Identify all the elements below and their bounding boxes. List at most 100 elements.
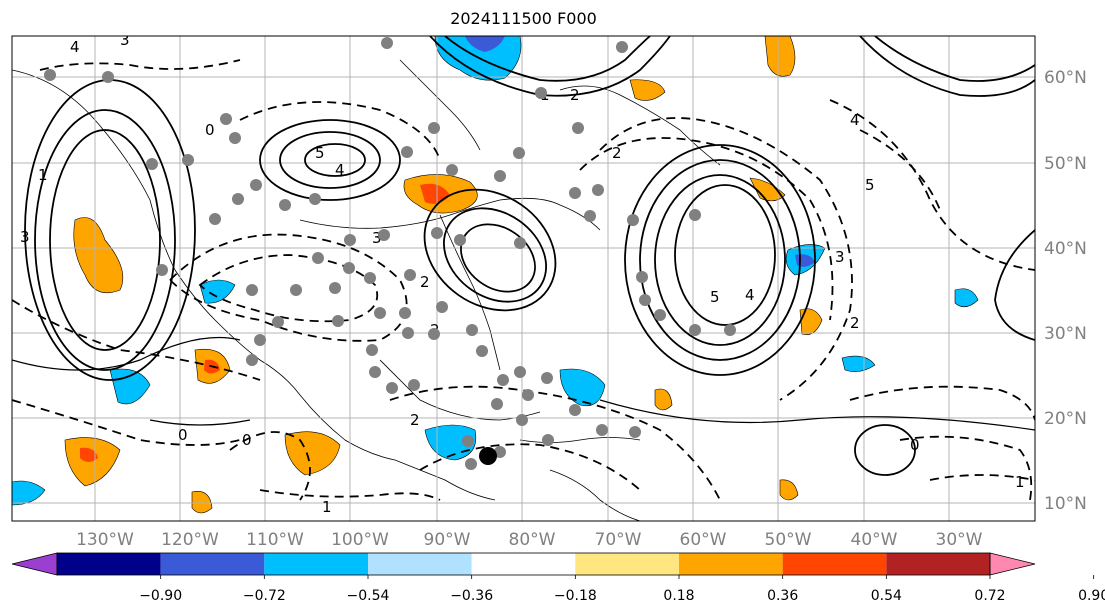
lat-tick-label: 60°N <box>1044 68 1087 88</box>
station-dot <box>522 389 534 401</box>
lon-tick-label: 90°W <box>424 530 471 550</box>
station-dot <box>246 284 258 296</box>
station-dot <box>229 132 241 144</box>
shade-patch-blue <box>12 480 46 506</box>
station-dot <box>584 210 596 222</box>
station-dot <box>454 234 466 246</box>
colorbar-extend-low <box>11 552 58 576</box>
contour-solid <box>429 36 671 97</box>
colorbar-tick-label: 0.90 <box>1078 588 1105 604</box>
shade-patch-orange <box>64 437 121 487</box>
lat-lon-grid <box>12 36 1035 521</box>
station-dot <box>592 184 604 196</box>
lon-tick-label: 70°W <box>595 530 642 550</box>
station-dot <box>535 87 547 99</box>
contour-dashed <box>829 99 1035 271</box>
longitude-labels: 130°W 120°W 110°W 100°W 90°W 80°W 70°W 60°W 50°W… <box>76 530 983 550</box>
shade-patch-orange <box>779 479 799 501</box>
station-dot <box>329 282 341 294</box>
contour-value-label: 2 <box>420 273 430 291</box>
contour-value-label: 0 <box>910 436 920 454</box>
shade-patch-blue <box>954 288 979 308</box>
station-dot <box>446 164 458 176</box>
contour-zero <box>599 399 1035 431</box>
contour-solid <box>654 174 786 346</box>
station-dot <box>312 252 324 264</box>
station-dot <box>431 227 443 239</box>
contour-dashed <box>239 101 441 161</box>
shade-patch-orange <box>799 308 823 335</box>
contour-solid <box>443 207 547 303</box>
contour-solid <box>859 36 1035 97</box>
lon-tick-label: 100°W <box>331 530 389 550</box>
shade-patch-blue <box>109 368 151 405</box>
contour-value-label: 2 <box>410 411 420 429</box>
station-dot <box>156 264 168 276</box>
contour-solid <box>674 184 776 326</box>
contour-dashed <box>419 443 641 491</box>
colorbar-segment <box>575 553 679 575</box>
station-dot <box>516 414 528 426</box>
colorbar-segment <box>679 553 783 575</box>
colorbar-segment <box>368 553 472 575</box>
station-dot <box>513 147 525 159</box>
colorbar-extend-high <box>989 552 1036 576</box>
contour-solid <box>854 424 916 476</box>
contour-zero <box>149 419 251 426</box>
storm-marker <box>479 447 497 465</box>
station-dot <box>497 374 509 386</box>
shade-patch-orange <box>191 491 213 514</box>
colorbar-frame <box>56 552 991 576</box>
contour-labels: 4301543212453245200112032 <box>20 36 1025 516</box>
contour-value-label: 0 <box>242 431 252 449</box>
contour-solid <box>460 223 536 293</box>
station-dot <box>476 345 488 357</box>
contour-value-label: 2 <box>570 86 580 104</box>
station-dot <box>332 315 344 327</box>
station-dot <box>102 71 114 83</box>
colorbar-tick-label: −0.54 <box>347 588 390 604</box>
contour-solid <box>624 144 816 376</box>
coastlines <box>12 59 721 521</box>
contour-value-label: 5 <box>315 144 325 162</box>
station-dot <box>401 146 413 158</box>
contour-dashed <box>579 137 834 321</box>
contour-solid <box>444 36 651 82</box>
station-dot <box>494 170 506 182</box>
station-dot <box>254 334 266 346</box>
contour-solid <box>49 129 161 351</box>
station-dot <box>462 435 474 447</box>
station-dot <box>290 284 302 296</box>
station-dot <box>636 271 648 283</box>
contour-solid <box>423 188 557 312</box>
colorbar-tick-label: 0.36 <box>767 588 798 604</box>
colorbar-segment <box>886 553 990 575</box>
colorbar-segment <box>782 553 887 575</box>
station-dot <box>542 434 554 446</box>
lon-tick-label: 40°W <box>851 530 898 550</box>
station-dot <box>44 69 56 81</box>
station-dot <box>596 424 608 436</box>
contour-value-label: 5 <box>865 176 875 194</box>
lon-tick-label: 130°W <box>76 530 134 550</box>
contour-dashed <box>899 435 1033 501</box>
lon-tick-label: 120°W <box>161 530 219 550</box>
station-dot <box>343 262 355 274</box>
contour-solid <box>279 131 381 189</box>
colorbar-segment <box>57 553 161 575</box>
shade-patch-blue <box>559 368 606 407</box>
station-dot <box>209 213 221 225</box>
station-dot <box>629 426 641 438</box>
lat-tick-label: 20°N <box>1044 409 1087 429</box>
shade-patch-orange <box>764 36 796 77</box>
contour-value-label: 2 <box>612 144 622 162</box>
colorbar-tick-label: −0.36 <box>450 588 493 604</box>
contour-dashed <box>389 385 721 501</box>
station-dot <box>627 214 639 226</box>
lon-tick-label: 110°W <box>246 530 304 550</box>
contour-solid <box>874 36 1035 82</box>
shade-patch-orange <box>73 217 124 294</box>
lon-tick-label: 50°W <box>765 530 812 550</box>
station-dot <box>250 179 262 191</box>
